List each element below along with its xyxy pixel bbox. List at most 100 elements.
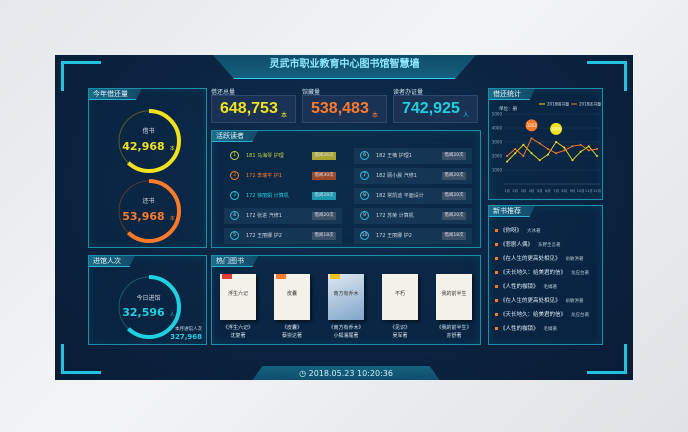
book-caption: 《浮生六记》 沈复著 <box>208 324 268 340</box>
reader-row[interactable]: 7 182 顾小晨 汽修1 借阅20次 <box>354 168 472 184</box>
data-point <box>571 145 574 148</box>
book-caption: 《我的前半生》 亦舒著 <box>424 324 484 340</box>
new-book-title: 《天长地久：给美君的信》 <box>500 270 567 276</box>
datetime-text: 2018.05.23 10:20:36 <box>308 369 393 378</box>
reader-row[interactable]: 2 172 李瑞平 护1 借阅30次 <box>224 168 342 184</box>
data-point <box>555 152 558 155</box>
borrow-count-badge: 借阅20次 <box>442 192 466 200</box>
loans-panel: 今年借还量 借书 42,968 本 还书 53,968 本 <box>88 88 207 248</box>
reader-row[interactable]: 1 181 马海琴 护理 借阅26次 <box>224 148 342 164</box>
stat-unit: 本 <box>371 112 378 119</box>
book-author: 亦舒著 <box>446 333 462 339</box>
x-tick-label: 4月 <box>529 188 535 193</box>
x-tick-label: 2月 <box>512 188 518 193</box>
x-tick-label: 3月 <box>520 188 526 193</box>
data-point <box>563 146 566 149</box>
borrow-count-badge: 借阅20次 <box>442 212 466 220</box>
borrow-count-badge: 借阅20次 <box>312 212 336 220</box>
book-cover-title: 皮囊 <box>286 291 297 297</box>
book-title[interactable]: 《我的前半生》 <box>436 325 472 331</box>
new-book-author: 大冰著 <box>527 229 541 234</box>
book-title[interactable]: 《浮生六记》 <box>222 325 253 331</box>
today-label: 今日进馆 <box>136 295 161 302</box>
stat-label: 馆藏量 <box>302 89 321 96</box>
new-book-item[interactable]: 《天长地久：给美君的信》 龙应台著 <box>495 310 589 318</box>
new-book-author: 俞敏洪著 <box>565 257 584 262</box>
rank-icon: 2 <box>230 171 239 180</box>
book-author: 吴军著 <box>392 333 408 339</box>
data-point <box>596 148 598 150</box>
panel-title: 热门图书 <box>212 256 258 267</box>
active-readers-panel: 活跃读者 1 181 马海琴 护理 借阅26次 2 172 李瑞平 护1 借阅30次 3 17… <box>211 130 481 248</box>
series-line <box>506 137 598 157</box>
reader-info: 172 王丽娜 护2 <box>376 233 412 239</box>
book-cover[interactable]: 不朽 <box>382 274 418 320</box>
new-book-item[interactable]: 《在人生的更高处相见》 俞敏洪著 <box>495 254 584 262</box>
new-book-author: 东野圭吾著 <box>538 243 561 248</box>
reader-row[interactable]: 10 172 王丽娜 护2 借阅18次 <box>354 228 472 244</box>
data-point <box>522 143 525 146</box>
rank-icon: 7 <box>360 171 369 180</box>
book-cover[interactable]: 南方有乔木 <box>328 274 364 320</box>
book-title[interactable]: 《皮囊》 <box>281 325 302 331</box>
book-cover[interactable]: 浮生六记 <box>220 274 256 320</box>
x-tick-label: 8月 <box>561 188 567 193</box>
book-cover[interactable]: 皮囊 <box>274 274 310 320</box>
book-title[interactable]: 《见识》 <box>389 325 410 331</box>
y-tick-label: 4000 <box>492 126 503 131</box>
hot-books-panel: 热门图书 浮生六记《浮生六记》 沈复著 皮囊《皮囊》蔡崇达著 南方有乔木《南方有乔木》… <box>211 255 481 345</box>
visits-ring-svg <box>117 275 181 339</box>
reader-info: 172 苏荣 计算机 <box>376 213 414 219</box>
book-title[interactable]: 《南方有乔木》 <box>328 325 364 331</box>
new-book-item[interactable]: 《人性的枷锁》 毛姆著 <box>495 282 557 290</box>
book-caption: 《南方有乔木》 小狐濡尾著 <box>316 324 376 340</box>
month-value: 327,968 <box>170 333 202 341</box>
loan-rings <box>117 109 181 243</box>
reader-info: 172 王丽娜 护2 <box>246 233 282 239</box>
x-tick-label: 5月 <box>537 188 543 193</box>
data-point <box>514 152 517 155</box>
annotation-bubble <box>550 122 563 135</box>
rank-icon: 4 <box>230 211 239 220</box>
reader-row[interactable]: 3 172 徐丽娟 计算机 借阅28次 <box>224 188 342 204</box>
stat-label: 读者办证量 <box>393 89 424 96</box>
reader-row[interactable]: 5 172 王丽娜 护2 借阅18次 <box>224 228 342 244</box>
x-tick-label: 12月 <box>593 188 601 193</box>
new-books-panel: 新书推荐 《你呀》 大冰著 《悲剧人偶》 东野圭吾著 《在人生的更高处相见》 俞敏洪著 《天… <box>488 205 603 345</box>
bullet-icon <box>495 313 498 316</box>
x-tick-label: 1月 <box>504 188 510 193</box>
borrow-count-badge: 借阅18次 <box>442 232 466 240</box>
today-number: 32,596 <box>122 306 165 319</box>
stat-box-cards: 742,925 人 <box>393 95 478 123</box>
page-title: 灵武市职业教育中心图书馆智慧墙 <box>213 55 476 79</box>
new-book-item[interactable]: 《悲剧人偶》 东野圭吾著 <box>495 240 561 248</box>
return-label: 还书 <box>142 198 155 205</box>
borrow-count-badge: 借阅26次 <box>312 152 336 160</box>
book-author: 小狐濡尾著 <box>333 333 359 339</box>
borrow-count-badge: 借阅28次 <box>312 192 336 200</box>
frame-corner <box>587 344 627 374</box>
rank-icon: 5 <box>230 231 239 240</box>
x-tick-label: 11月 <box>585 188 593 193</box>
reader-info: 182 顾小晨 汽修1 <box>376 173 417 179</box>
data-point <box>530 152 533 155</box>
reader-row[interactable]: 6 182 王楠 护理1 借阅20次 <box>354 148 472 164</box>
reader-row[interactable]: 8 182 常凯迪 平面设计 借阅20次 <box>354 188 472 204</box>
month-label: 本月进馆人次 <box>175 327 202 332</box>
reader-row[interactable]: 9 172 苏荣 计算机 借阅20次 <box>354 208 472 224</box>
dashboard: 灵武市职业教育中心图书馆智慧墙 今年借还量 借书 42,968 本 还书 53,… <box>55 55 633 380</box>
new-book-item[interactable]: 《天长地久：给美君的信》 龙应台著 <box>495 268 589 276</box>
new-book-item[interactable]: 《人性的枷锁》 毛姆著 <box>495 324 557 332</box>
visits-panel: 进馆人次 今日进馆 32,596 人 本月进馆人次 327,968 <box>88 255 207 345</box>
book-cover[interactable]: 我的前半生 <box>436 274 472 320</box>
reader-row[interactable]: 4 172 张进 汽修1 借阅20次 <box>224 208 342 224</box>
return-ring <box>117 179 181 243</box>
stat-box-total: 648,753 本 <box>211 95 296 123</box>
borrow-count-badge: 借阅18次 <box>312 232 336 240</box>
reader-info: 182 王楠 护理1 <box>376 153 412 159</box>
new-book-item[interactable]: 《在人生的更高处相见》 俞敏洪著 <box>495 296 584 304</box>
frame-corner <box>587 61 627 91</box>
book-author: 蔡崇达著 <box>281 333 302 339</box>
new-book-item[interactable]: 《你呀》 大冰著 <box>495 226 541 234</box>
rank-icon: 9 <box>360 211 369 220</box>
